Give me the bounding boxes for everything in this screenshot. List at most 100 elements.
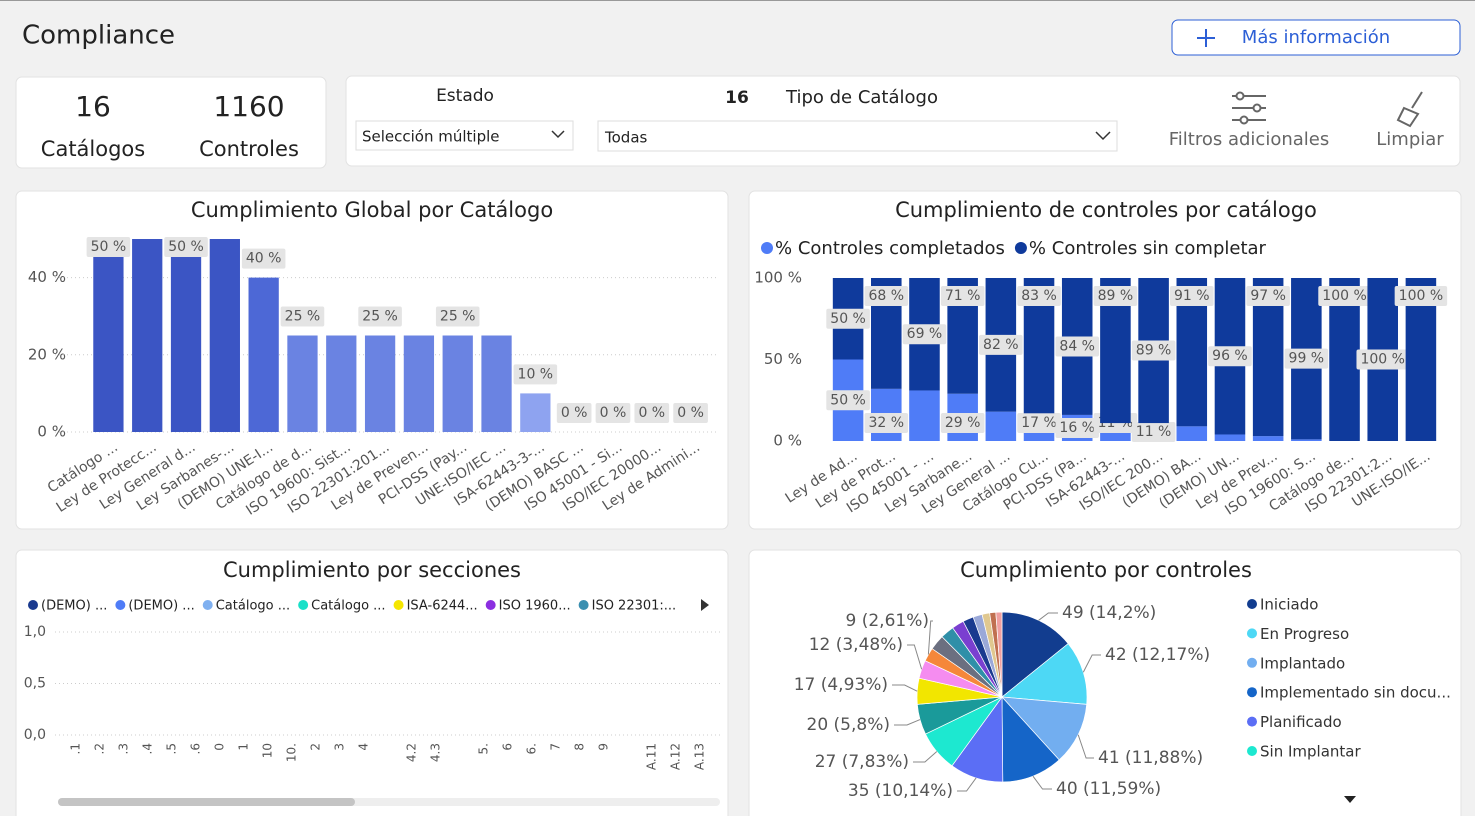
dropdown-value[interactable]: Selección múltiple xyxy=(362,128,500,146)
button-label[interactable]: Más información xyxy=(1242,27,1390,48)
data-label-bg xyxy=(1318,286,1371,306)
data-label: 68 % xyxy=(868,288,904,304)
kpi-value: 16 xyxy=(75,90,111,123)
legend-label: Implantado xyxy=(1260,654,1345,672)
data-label: 50 % xyxy=(830,311,866,327)
legend-marker xyxy=(202,600,213,610)
data-label: 50 % xyxy=(830,392,866,408)
data-label: 40 (11,59%) xyxy=(1056,779,1161,799)
data-label-bg xyxy=(673,403,708,423)
estado-dropdown[interactable]: Selección múltiple xyxy=(355,120,574,151)
legend-next[interactable] xyxy=(701,599,709,611)
info-button[interactable]: Más información xyxy=(1171,19,1461,56)
legend-marker xyxy=(1014,242,1027,254)
broom-icon xyxy=(1396,91,1423,128)
data-label-bg xyxy=(513,364,558,385)
y-tick-label: 0 % xyxy=(773,432,802,450)
bar xyxy=(520,393,551,432)
data-label-bg xyxy=(86,237,131,257)
x-tick-label: 0 xyxy=(213,743,227,751)
legend-label: ISO 22301:... xyxy=(592,599,677,614)
legend-more[interactable] xyxy=(1344,796,1356,803)
data-label-bg xyxy=(556,403,592,423)
data-label: 25 % xyxy=(440,309,476,325)
data-label: 12 (3,48%) xyxy=(809,635,903,655)
scroll-thumb[interactable] xyxy=(58,798,355,806)
x-tick-label: A.11 xyxy=(645,743,659,770)
bar-segment xyxy=(1291,439,1322,441)
data-label: 100 % xyxy=(1399,288,1443,304)
pie-slice xyxy=(1001,696,1060,783)
dropdown-value[interactable]: Todas xyxy=(604,129,648,147)
data-label: 89 % xyxy=(1136,343,1172,359)
data-label: 40 % xyxy=(246,251,282,267)
x-tick-label: 3 xyxy=(333,743,347,751)
legend-marker xyxy=(578,600,589,610)
leader-line xyxy=(1032,775,1052,790)
clear-filters[interactable]: Limpiar xyxy=(1376,91,1444,150)
data-label: 41 (11,88%) xyxy=(1098,748,1203,768)
data-label: 0 % xyxy=(638,405,665,421)
y-tick-label: 0,5 xyxy=(24,676,46,692)
data-label-bg xyxy=(358,306,402,327)
y-tick-label: 100 % xyxy=(754,269,802,287)
x-tick-label: 4.2 xyxy=(405,743,419,762)
legend-marker xyxy=(393,600,404,610)
data-label-bg xyxy=(864,286,909,306)
bar xyxy=(93,239,124,432)
more-filters[interactable]: Filtros adicionales xyxy=(1169,91,1329,151)
dropdown-box[interactable] xyxy=(355,120,574,151)
data-label: 0 % xyxy=(561,405,588,421)
y-tick-label: 0,0 xyxy=(24,727,46,743)
data-label-bg xyxy=(902,324,947,345)
data-label: 9 (2,61%) xyxy=(846,611,930,631)
y-tick-label: 40 % xyxy=(28,268,66,286)
data-label-bg xyxy=(1169,286,1214,306)
data-label-bg xyxy=(634,403,670,423)
data-label: 42 (12,17%) xyxy=(1105,645,1210,665)
legend-marker xyxy=(1247,657,1257,668)
data-label: 100 % xyxy=(1322,288,1366,304)
data-label-bg xyxy=(864,413,909,433)
legend-label: Implementado sin docu... xyxy=(1260,684,1451,702)
data-label-bg xyxy=(826,390,870,411)
legend-marker xyxy=(1247,599,1257,609)
data-label: 100 % xyxy=(1360,352,1404,368)
leader-line xyxy=(1077,734,1094,759)
x-tick-label: 6 xyxy=(501,743,515,751)
legend-label: Planificado xyxy=(1260,713,1342,731)
leader-line xyxy=(927,620,933,655)
chart-title: Cumplimiento por controles xyxy=(960,558,1252,582)
dropdown-box[interactable] xyxy=(597,120,1118,152)
data-label: 29 % xyxy=(945,415,981,431)
legend-label: Iniciado xyxy=(1260,596,1318,614)
filter-label: Estado xyxy=(436,86,494,106)
x-tick-label: 2 xyxy=(309,743,323,751)
button-frame[interactable] xyxy=(1171,19,1461,56)
kpi-label: Controles xyxy=(199,137,299,161)
data-label-bg xyxy=(1208,346,1252,367)
data-label: 25 % xyxy=(362,309,398,325)
bar xyxy=(481,335,512,432)
bar-segment xyxy=(985,411,1017,441)
button-label[interactable]: Limpiar xyxy=(1376,129,1444,150)
chart-title: Cumplimiento de controles por catálogo xyxy=(895,198,1317,222)
data-label-bg xyxy=(1131,340,1176,361)
data-label-bg xyxy=(1017,413,1061,433)
chevron xyxy=(1095,131,1111,141)
leader-line xyxy=(894,719,921,726)
data-label-bg xyxy=(164,237,208,257)
chart-title: Cumplimiento Global por Catálogo xyxy=(191,198,553,222)
data-label-bg xyxy=(280,306,325,327)
data-label: 50 % xyxy=(168,239,204,255)
legend-marker xyxy=(28,600,38,610)
y-tick-label: 0 % xyxy=(37,423,66,441)
tipo-dropdown[interactable]: Todas xyxy=(597,120,1118,152)
legend-label: (DEMO) ... xyxy=(128,599,194,614)
kpi-value: 1160 xyxy=(213,90,284,123)
data-label: 27 (7,83%) xyxy=(815,752,909,772)
x-tick-label: .2 xyxy=(93,743,107,754)
button-label[interactable]: Filtros adicionales xyxy=(1169,129,1329,150)
